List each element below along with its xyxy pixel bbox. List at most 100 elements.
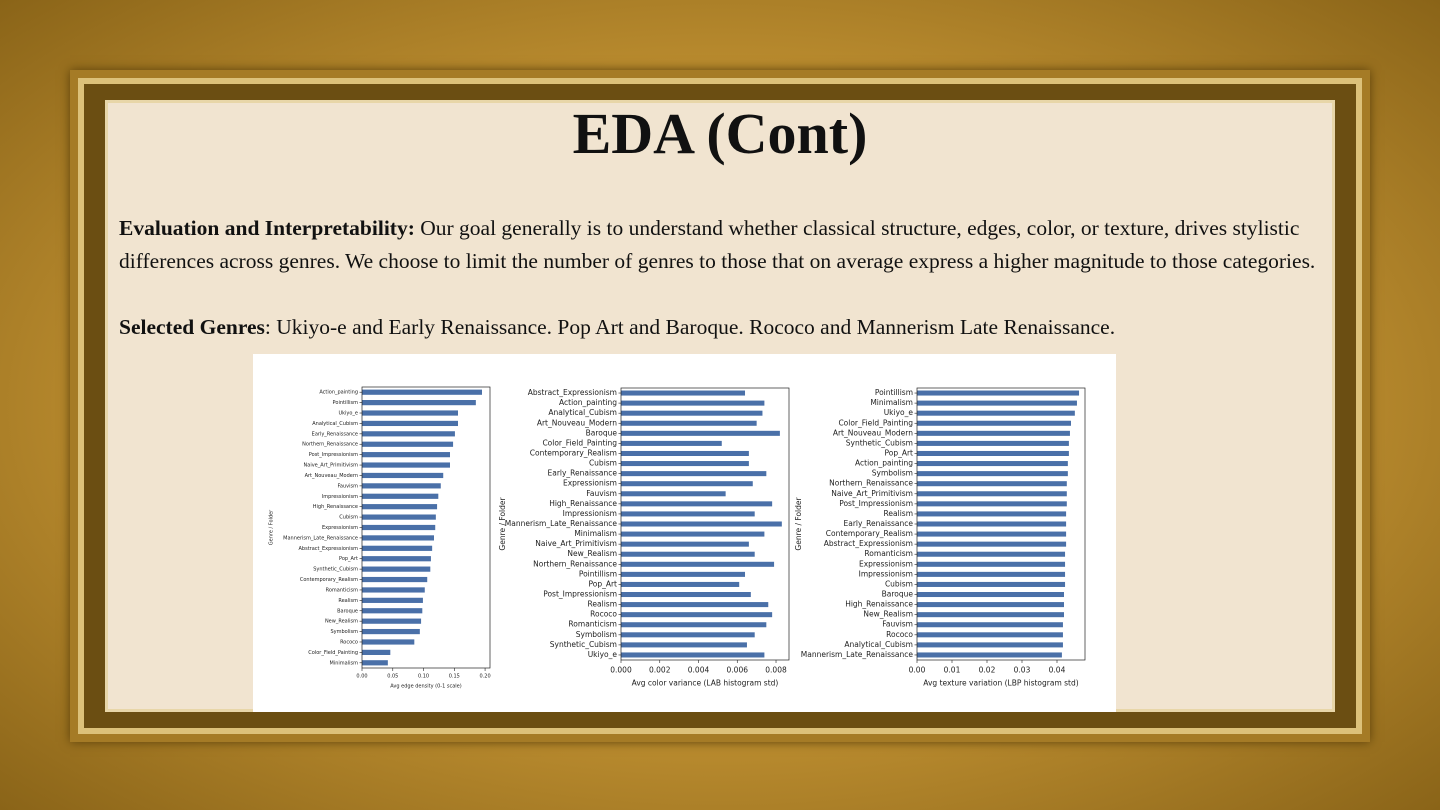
y-tick-label: Naive_Art_Primitivism [831,489,913,498]
paragraph: Selected Genres: Ukiyo-e and Early Renai… [119,311,1319,344]
y-tick-label: Baroque [586,428,618,437]
y-tick-label: Expressionism [859,559,913,568]
bar [917,410,1075,416]
y-tick-label: Art_Nouveau_Modern [305,473,358,479]
bar [362,597,423,603]
bar [917,501,1067,507]
bar [621,481,753,487]
bar [362,524,436,531]
y-tick-label: Symbolism [576,630,617,639]
bar [362,504,438,510]
bar [917,481,1067,487]
bar [621,450,749,456]
bar [362,576,428,583]
bar [917,551,1066,557]
y-tick-label: Symbolism [331,629,359,635]
y-tick-label: Early_Renaissance [843,519,913,528]
bar [621,571,746,577]
bar [362,462,450,468]
axes-frame [361,386,491,669]
bar [621,461,749,467]
y-tick-label: Art_Nouveau_Modern [833,428,913,437]
y-tick-label: Rococo [590,610,617,619]
x-tick-label: 0.01 [944,666,961,675]
bar [917,390,1080,396]
y-tick-label: Color_Field_Painting [308,650,358,656]
y-tick-label: Impressionism [322,494,358,500]
y-tick-label: Romanticism [864,549,913,558]
bar [621,400,765,406]
y-tick-label: Naive_Art_Primitivism [304,463,359,469]
y-tick-label: Art_Nouveau_Modern [537,418,617,427]
bar [917,400,1077,406]
bar [917,430,1070,436]
y-tick-label: Abstract_Expressionism [528,388,617,397]
y-tick-label: Naive_Art_Primitivism [535,539,617,548]
y-tick-label: Realism [588,600,617,609]
y-tick-label: Minimalism [870,398,913,407]
bar [621,581,740,587]
x-tick-label: 0.04 [1049,666,1066,675]
bar [362,618,422,624]
bar [362,545,433,551]
y-tick-label: Minimalism [330,660,359,666]
bar [621,511,755,517]
y-axis-label: Genre / Folder [794,496,803,550]
bar [621,602,769,608]
bar [917,571,1066,577]
y-tick-label: Color_Field_Painting [542,438,617,447]
y-tick-label: Baroque [337,608,358,614]
y-tick-label: Expressionism [322,525,358,531]
x-tick-label: 0.15 [449,674,460,680]
y-tick-label: Synthetic_Cubism [846,438,913,447]
bar [917,521,1067,527]
bar [917,592,1064,598]
y-tick-label: Early_Renaissance [312,431,358,437]
y-tick-label: Analytical_Cubism [548,408,617,417]
y-tick-label: Baroque [882,590,914,599]
bar [917,612,1064,618]
y-tick-label: Contemporary_Realism [530,448,617,457]
y-tick-label: Ukiyo_e [884,408,914,417]
bar [917,642,1063,648]
bar [362,389,482,395]
x-tick-label: 0.20 [480,674,491,680]
x-tick-label: 0.008 [765,666,787,675]
y-tick-label: Contemporary_Realism [300,577,358,583]
bar [362,493,439,499]
y-tick-label: Synthetic_Cubism [550,640,617,649]
x-axis-label: Avg texture variation (LBP histogram std… [923,679,1078,688]
paragraph-text: : Ukiyo-e and Early Renaissance. Pop Art… [264,315,1116,339]
x-tick-label: 0.00 [909,666,926,675]
bar [917,622,1063,628]
y-axis-label: Genre / Folder [498,496,507,550]
y-tick-label: Post_Impressionism [543,590,617,599]
x-tick-label: 0.10 [418,674,429,680]
bar [917,491,1067,497]
bar [362,431,455,437]
y-axis-label: Genre / Folder [269,509,275,545]
y-tick-label: Fauvism [882,620,913,629]
y-tick-label: Pointillism [333,400,359,406]
bar [362,628,420,635]
bar [621,390,746,396]
bar [362,649,391,655]
bar [621,551,755,557]
axes-frame [620,387,790,661]
y-tick-label: Cubism [339,515,358,521]
x-tick-label: 0.004 [688,666,710,675]
paragraph-label: Selected Genres [119,315,265,339]
y-tick-label: Impressionism [563,509,617,518]
bar [362,400,476,406]
paragraph-text: Our goal generally is to understand whet… [119,216,1316,273]
x-tick-label: 0.02 [979,666,996,675]
bar [362,441,454,447]
y-tick-label: Abstract_Expressionism [299,546,359,552]
y-tick-label: Action_painting [855,459,913,468]
bar [621,642,747,648]
bar [621,430,780,436]
y-tick-label: Northern_Renaissance [829,479,913,488]
bar [362,660,388,666]
y-tick-label: Cubism [589,459,617,468]
bar [362,556,431,562]
